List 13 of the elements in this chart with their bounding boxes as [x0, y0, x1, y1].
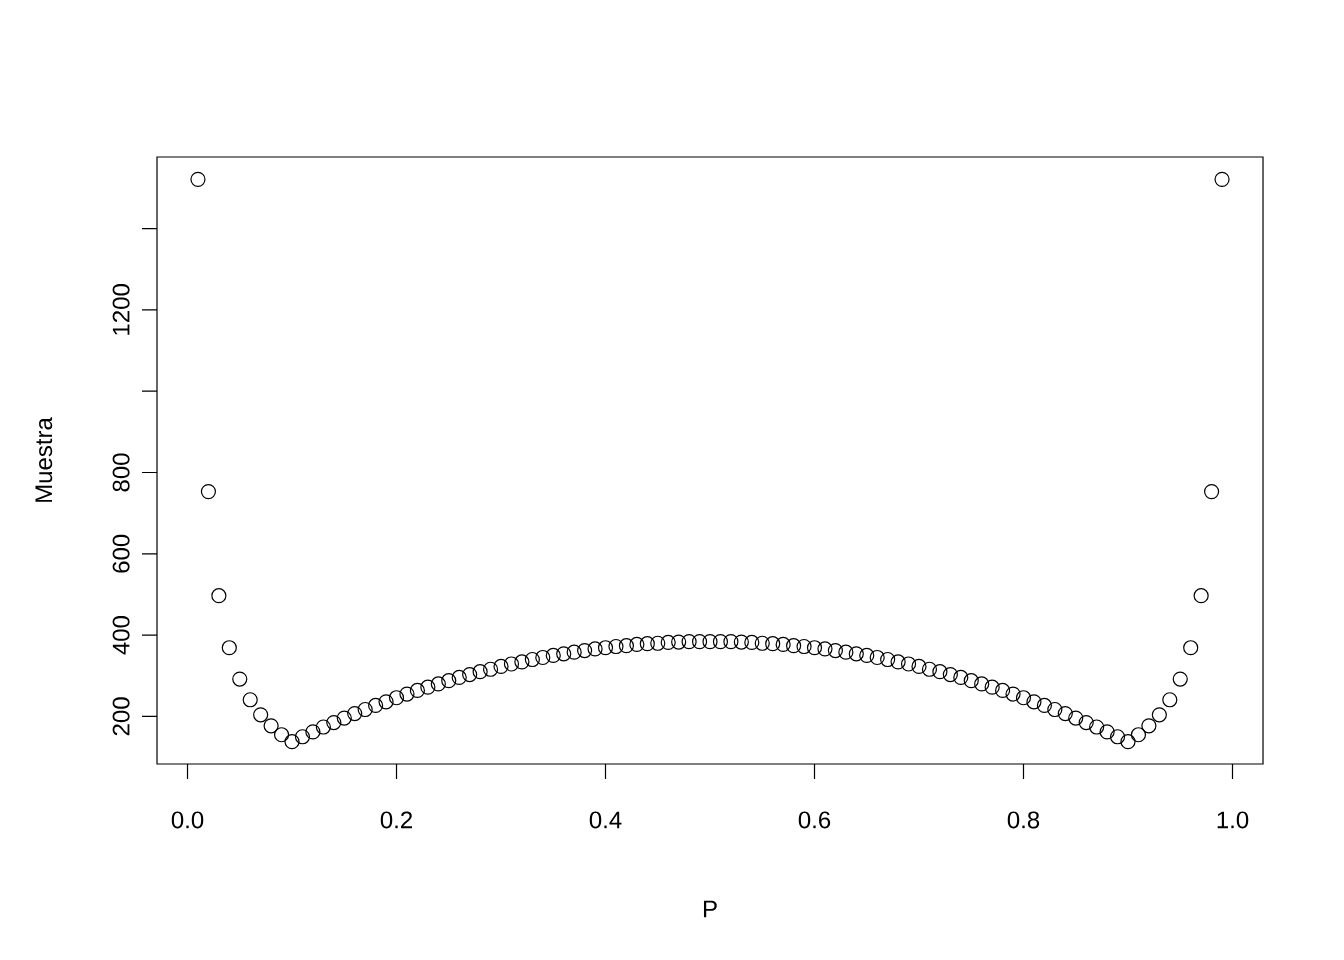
x-tick-label: 0.0	[171, 811, 204, 829]
x-tick-label: 0.6	[798, 811, 831, 829]
y-tick-label: 200	[112, 697, 130, 736]
y-tick-label: 1200	[112, 284, 130, 335]
y-tick-label: 400	[112, 616, 130, 655]
x-axis-title: P	[703, 900, 717, 918]
y-axis-title: Muestra	[35, 417, 53, 502]
x-tick-label: 1.0	[1217, 811, 1249, 829]
x-tick-label: 0.8	[1007, 811, 1040, 829]
y-tick-label: 600	[112, 534, 130, 573]
y-tick-label: 800	[112, 453, 130, 492]
x-tick-label: 0.2	[380, 811, 412, 829]
x-tick-label: 0.4	[589, 811, 622, 829]
